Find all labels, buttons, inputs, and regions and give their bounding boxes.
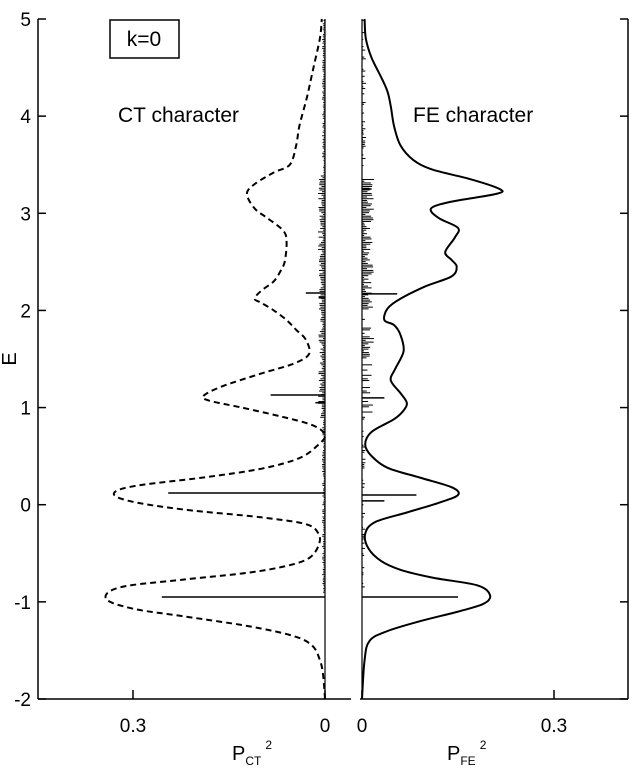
x-axis-title-fe-sup: 2 xyxy=(480,738,487,752)
k-label: k=0 xyxy=(127,28,161,51)
x-tick-label-ct: 0 xyxy=(320,716,331,737)
ct-envelope-curve xyxy=(104,18,327,700)
y-axis-title: E xyxy=(0,352,21,365)
y-tick-label: 3 xyxy=(20,204,31,225)
fe-sticks xyxy=(362,188,458,598)
y-tick-label: -2 xyxy=(14,690,31,711)
fe-envelope-curve xyxy=(361,18,504,700)
ct-character-label: CT character xyxy=(118,104,239,127)
x-axis-title-fe-main: P xyxy=(447,743,460,765)
x-axis-ticks: 0.3 0 0 0.3 xyxy=(120,690,567,737)
y-axis-ticks: -2 -1 0 1 2 3 4 5 xyxy=(14,10,628,711)
y-tick-label: 5 xyxy=(20,10,31,31)
k-box xyxy=(109,19,180,59)
y-tick-label: 4 xyxy=(20,107,31,128)
right-dense-sticks xyxy=(362,19,374,588)
y-tick-label: 2 xyxy=(20,301,31,322)
x-tick-label-fe: 0 xyxy=(357,716,368,737)
left-dense-sticks xyxy=(318,19,325,593)
fe-character-label: FE character xyxy=(413,104,533,127)
x-tick-label-fe: 0.3 xyxy=(541,716,567,737)
y-tick-label: 0 xyxy=(20,496,31,517)
y-tick-label: 1 xyxy=(20,399,31,420)
x-axis-title-ct-main: P xyxy=(232,743,245,765)
x-axis-title-fe-sub: FE xyxy=(460,754,475,768)
x-axis-title-fe: PFE 2 xyxy=(447,738,487,768)
x-axis-title-ct: PCT2 xyxy=(232,738,272,768)
x-axis-title-ct-sup: 2 xyxy=(265,738,272,752)
x-axis-title-ct-sub: CT xyxy=(245,754,262,768)
ct-sticks xyxy=(161,292,325,598)
y-tick-label: -1 xyxy=(14,593,31,614)
x-tick-label-ct: 0.3 xyxy=(120,716,146,737)
